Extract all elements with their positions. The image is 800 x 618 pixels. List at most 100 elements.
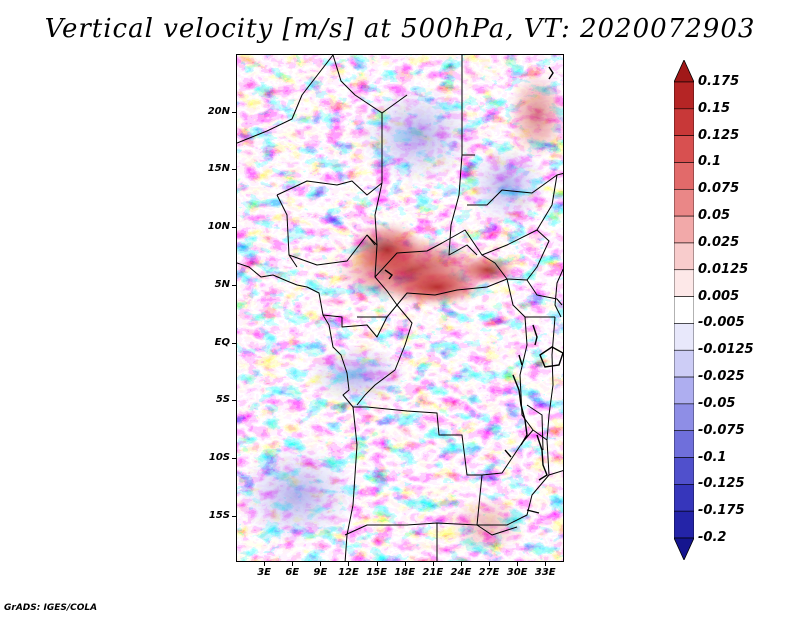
lon-tick-mark xyxy=(433,562,434,566)
colorbar-segment xyxy=(674,135,694,163)
colorbar-label: -0.075 xyxy=(698,422,745,438)
lon-tick-mark xyxy=(489,562,490,566)
lon-tick-label: 33E xyxy=(534,567,556,578)
colorbar-segment xyxy=(674,162,694,190)
lat-tick-label: 5S xyxy=(215,394,230,406)
colorbar-label: -0.2 xyxy=(698,530,727,545)
grads-credit: GrADS: IGES/COLA xyxy=(4,603,98,613)
lat-tick-mark xyxy=(232,400,236,401)
lat-tick-label: 10N xyxy=(207,221,230,233)
colorbar xyxy=(674,60,694,560)
lon-tick-mark xyxy=(377,562,378,566)
lat-tick-mark xyxy=(232,227,236,228)
lon-tick-label: 6E xyxy=(285,567,300,578)
lat-tick-mark xyxy=(232,516,236,517)
lon-tick-mark xyxy=(320,562,321,566)
colorbar-label: 0.025 xyxy=(698,234,740,250)
colorbar-segment xyxy=(674,510,694,539)
border-namibia-botswana xyxy=(436,523,518,561)
map-title: Vertical velocity [m/s] at 500hPa, VT: 2… xyxy=(44,14,756,44)
border-sahel-north xyxy=(237,55,334,144)
lon-tick-label: 9E xyxy=(313,567,328,578)
colorbar-bottom-arrow xyxy=(674,537,694,560)
colorbar-segment xyxy=(674,296,694,324)
colorbar-label: -0.1 xyxy=(698,449,727,465)
colorbar-label: 0.15 xyxy=(698,100,731,116)
lat-tick-label: 15S xyxy=(208,509,230,521)
colorbar-segment xyxy=(674,242,694,271)
strong-ascent-region xyxy=(332,70,563,555)
lat-tick-mark xyxy=(232,285,236,286)
colorbar-segment xyxy=(674,215,694,244)
border-algeria-libya xyxy=(332,55,408,114)
lake-tana xyxy=(548,66,554,80)
lon-tick-mark xyxy=(545,562,546,566)
colorbar-segment xyxy=(674,349,694,378)
border-car xyxy=(374,229,508,306)
colorbar-label: 0.125 xyxy=(698,127,740,143)
border-malawi xyxy=(526,404,544,451)
border-mali-niger xyxy=(276,180,383,196)
colorbar-segment xyxy=(674,376,694,405)
border-congo-drc xyxy=(356,304,413,406)
border-ethiopia xyxy=(536,172,563,231)
colorbar-label: 0.0125 xyxy=(698,261,749,277)
lon-tick-label: 15E xyxy=(366,567,387,578)
lon-tick-label: 24E xyxy=(450,567,472,578)
colorbar-segment xyxy=(674,457,694,485)
border-niger-chad xyxy=(374,113,383,246)
border-chad-sudan xyxy=(448,154,478,256)
colorbar-segment xyxy=(674,81,694,110)
lake-victoria xyxy=(539,346,563,368)
border-gabon-congo xyxy=(322,314,388,338)
lake-kariba xyxy=(526,509,540,514)
colorbar-segment xyxy=(674,269,694,297)
lon-tick-mark xyxy=(348,562,349,566)
lon-tick-label: 27E xyxy=(478,567,500,578)
colorbar-label: 0.05 xyxy=(698,208,731,224)
lake-kivu xyxy=(518,354,523,366)
lon-tick-label: 12E xyxy=(338,567,359,578)
lon-tick-mark xyxy=(461,562,462,566)
border-zambia xyxy=(477,429,550,526)
lake-albert xyxy=(532,324,538,346)
colorbar-label: -0.125 xyxy=(698,476,745,492)
lat-tick-label: EQ xyxy=(214,336,230,348)
lat-tick-mark xyxy=(232,458,236,459)
colorbar-label: -0.05 xyxy=(698,395,736,411)
colorbar-segment xyxy=(674,323,694,351)
lat-tick-mark xyxy=(232,112,236,113)
velocity-field-map xyxy=(237,55,563,561)
colorbar-label: 0.005 xyxy=(698,288,740,304)
lake-chad xyxy=(384,269,393,280)
lat-tick-mark xyxy=(232,169,236,170)
colorbar-label: -0.0125 xyxy=(698,342,754,358)
colorbar-label: 0.075 xyxy=(698,181,740,197)
lon-tick-label: 3E xyxy=(257,567,271,578)
country-borders xyxy=(237,55,563,561)
coastline-east-africa xyxy=(554,268,563,318)
lon-tick-label: 18E xyxy=(394,567,416,578)
lake-tanganyika xyxy=(512,374,528,446)
border-sudan-inner xyxy=(467,174,558,206)
colorbar-label: -0.025 xyxy=(698,369,745,385)
lakes xyxy=(384,66,563,514)
coastline-west-africa xyxy=(237,262,358,561)
lon-tick-mark xyxy=(264,562,265,566)
lat-tick-label: 15N xyxy=(207,163,230,175)
map-plot-area xyxy=(236,54,564,562)
lake-malawi xyxy=(536,434,548,481)
border-angola xyxy=(344,406,483,536)
colorbar-top-arrow xyxy=(674,60,694,83)
lon-tick-mark xyxy=(517,562,518,566)
colorbar-segment xyxy=(674,430,694,458)
lon-tick-label: 30E xyxy=(506,567,528,578)
lat-tick-mark xyxy=(232,343,236,344)
lat-tick-label: 5N xyxy=(214,278,230,290)
border-uganda xyxy=(525,279,563,318)
colorbar-label: -0.175 xyxy=(698,503,745,519)
lat-tick-label: 20N xyxy=(207,105,230,117)
lon-tick-mark xyxy=(292,562,293,566)
colorbar-segment xyxy=(674,108,694,136)
colorbar-segment xyxy=(674,484,694,512)
